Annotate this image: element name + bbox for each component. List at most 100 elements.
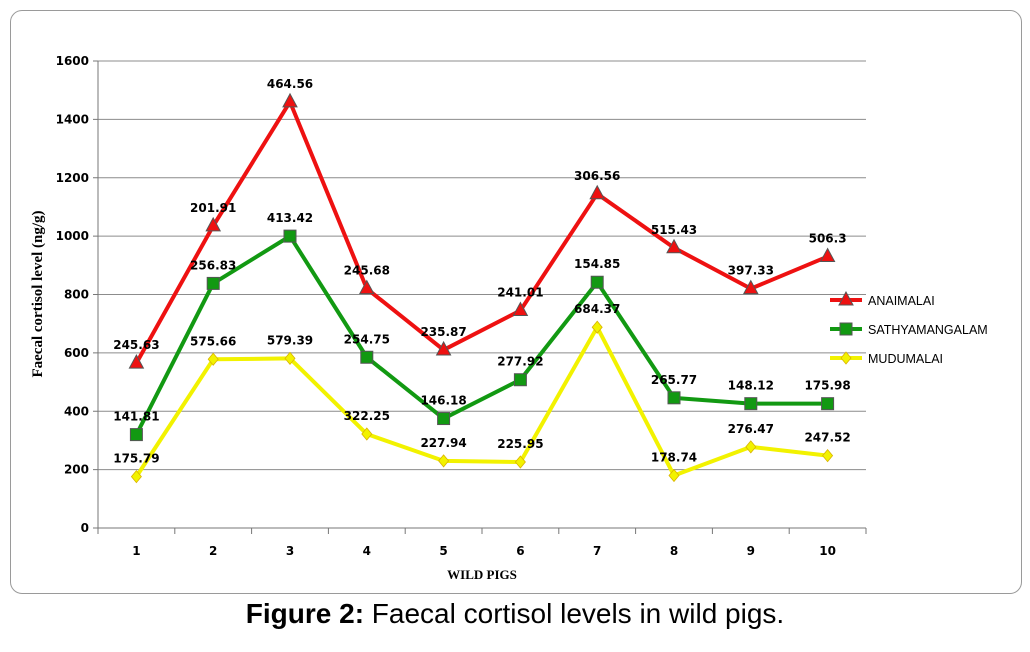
data-label: 245.63 bbox=[113, 338, 159, 352]
data-label: 175.98 bbox=[804, 379, 850, 393]
y-tick-label: 1400 bbox=[56, 112, 89, 126]
data-label: 277.92 bbox=[497, 355, 543, 369]
gridlines bbox=[98, 60, 866, 471]
data-point bbox=[819, 247, 836, 263]
x-tick-label: 4 bbox=[363, 544, 371, 558]
data-point bbox=[437, 412, 451, 426]
x-tick-label: 9 bbox=[747, 544, 755, 558]
data-label: 225.95 bbox=[497, 437, 543, 451]
data-label: 575.66 bbox=[190, 334, 236, 348]
data-point bbox=[128, 354, 145, 369]
data-labels: 245.63 201.91 464.56 245.68 235.87 241.01 306.… bbox=[113, 77, 851, 466]
data-label: 201.91 bbox=[190, 201, 236, 215]
data-point bbox=[591, 320, 603, 334]
data-label: 247.52 bbox=[804, 431, 850, 445]
x-tick-label: 10 bbox=[819, 544, 836, 558]
data-point bbox=[361, 427, 373, 441]
legend-item: SATHYAMANGALAM bbox=[830, 322, 988, 337]
legend-marker bbox=[838, 290, 854, 306]
data-point bbox=[129, 428, 143, 442]
y-tick-label: 1200 bbox=[56, 171, 89, 185]
data-label: 178.74 bbox=[651, 450, 697, 464]
axes: 0 200 400 600 800 1000 1200 1400 1600 1 2 3 4 5 6 7 8 9 10 bbox=[56, 54, 867, 558]
data-label: 175.79 bbox=[113, 452, 159, 466]
data-label: 235.87 bbox=[420, 325, 466, 339]
data-label: 154.85 bbox=[574, 257, 620, 271]
data-point bbox=[283, 229, 297, 243]
data-point bbox=[666, 238, 682, 254]
y-tick-label: 1000 bbox=[56, 229, 89, 243]
caption-prefix: Figure 2: bbox=[245, 598, 365, 629]
data-point bbox=[130, 470, 142, 484]
y-tick-label: 400 bbox=[64, 404, 89, 418]
data-label: 506.3 bbox=[809, 232, 847, 246]
data-point bbox=[667, 391, 681, 405]
data-label: 245.68 bbox=[344, 264, 390, 278]
legend-marker bbox=[840, 351, 852, 365]
legend: ANAIMALAI SATHYAMANGALAM MUDUMALAI bbox=[830, 290, 988, 366]
data-point bbox=[360, 350, 374, 364]
legend-label: ANAIMALAI bbox=[868, 294, 935, 308]
data-label: 306.56 bbox=[574, 169, 620, 183]
legend-item: ANAIMALAI bbox=[830, 290, 935, 308]
data-label: 684.37 bbox=[574, 302, 620, 316]
data-point bbox=[207, 352, 219, 366]
data-label: 146.18 bbox=[420, 394, 466, 408]
data-point bbox=[590, 275, 604, 289]
legend-label: SATHYAMANGALAM bbox=[868, 323, 988, 337]
series-line bbox=[134, 99, 830, 366]
data-point bbox=[438, 454, 450, 468]
data-point bbox=[821, 397, 835, 411]
data-point bbox=[284, 351, 296, 366]
data-point bbox=[745, 440, 757, 454]
line-chart: 0 200 400 600 800 1000 1200 1400 1600 1 2 3 4 5 6 7 8 9 10… bbox=[30, 54, 988, 582]
data-point bbox=[513, 373, 527, 387]
data-label: 256.83 bbox=[190, 258, 236, 272]
data-label: 227.94 bbox=[420, 436, 466, 450]
y-tick-label: 600 bbox=[64, 346, 89, 360]
data-label: 464.56 bbox=[267, 77, 313, 91]
y-tick-label: 800 bbox=[64, 288, 89, 302]
data-point bbox=[205, 216, 222, 232]
y-tick-label: 200 bbox=[64, 463, 89, 477]
x-tick-label: 2 bbox=[209, 544, 217, 558]
series-line bbox=[134, 325, 830, 479]
data-point bbox=[514, 455, 526, 469]
data-label: 148.12 bbox=[728, 379, 774, 393]
data-point bbox=[822, 448, 834, 463]
data-label: 241.01 bbox=[497, 286, 543, 300]
data-label: 265.77 bbox=[651, 373, 697, 387]
x-axis-title: WILD PIGS bbox=[447, 567, 517, 582]
data-point bbox=[668, 468, 680, 483]
data-point bbox=[435, 340, 452, 356]
data-point bbox=[742, 279, 759, 295]
data-point bbox=[206, 276, 220, 290]
x-tick-label: 3 bbox=[286, 544, 294, 558]
data-point bbox=[589, 184, 606, 200]
y-tick-label: 0 bbox=[81, 521, 89, 535]
figure-caption: Figure 2: Faecal cortisol levels in wild… bbox=[0, 598, 1030, 630]
data-label: 322.25 bbox=[344, 409, 390, 423]
data-point bbox=[512, 301, 529, 317]
data-point bbox=[358, 279, 375, 295]
series-group bbox=[128, 92, 836, 484]
legend-marker bbox=[839, 322, 853, 336]
caption-text: Faecal cortisol levels in wild pigs. bbox=[364, 598, 785, 629]
x-tick-label: 8 bbox=[670, 544, 678, 558]
data-label: 397.33 bbox=[728, 264, 774, 278]
data-label: 254.75 bbox=[344, 332, 390, 346]
x-tick-label: 6 bbox=[516, 544, 524, 558]
data-label: 276.47 bbox=[728, 422, 774, 436]
y-tick-label: 1600 bbox=[56, 54, 89, 68]
x-tick-label: 1 bbox=[132, 544, 140, 558]
series-line bbox=[134, 234, 830, 437]
x-tick-label: 5 bbox=[439, 544, 447, 558]
data-label: 413.42 bbox=[267, 211, 313, 225]
data-label: 579.39 bbox=[267, 333, 313, 347]
y-axis-title: Faecal cortisol level (ng/g) bbox=[30, 210, 46, 377]
data-label: 141.81 bbox=[113, 410, 159, 424]
legend-label: MUDUMALAI bbox=[868, 352, 943, 366]
data-label: 515.43 bbox=[651, 223, 697, 237]
legend-item: MUDUMALAI bbox=[830, 351, 943, 366]
x-tick-label: 7 bbox=[593, 544, 601, 558]
